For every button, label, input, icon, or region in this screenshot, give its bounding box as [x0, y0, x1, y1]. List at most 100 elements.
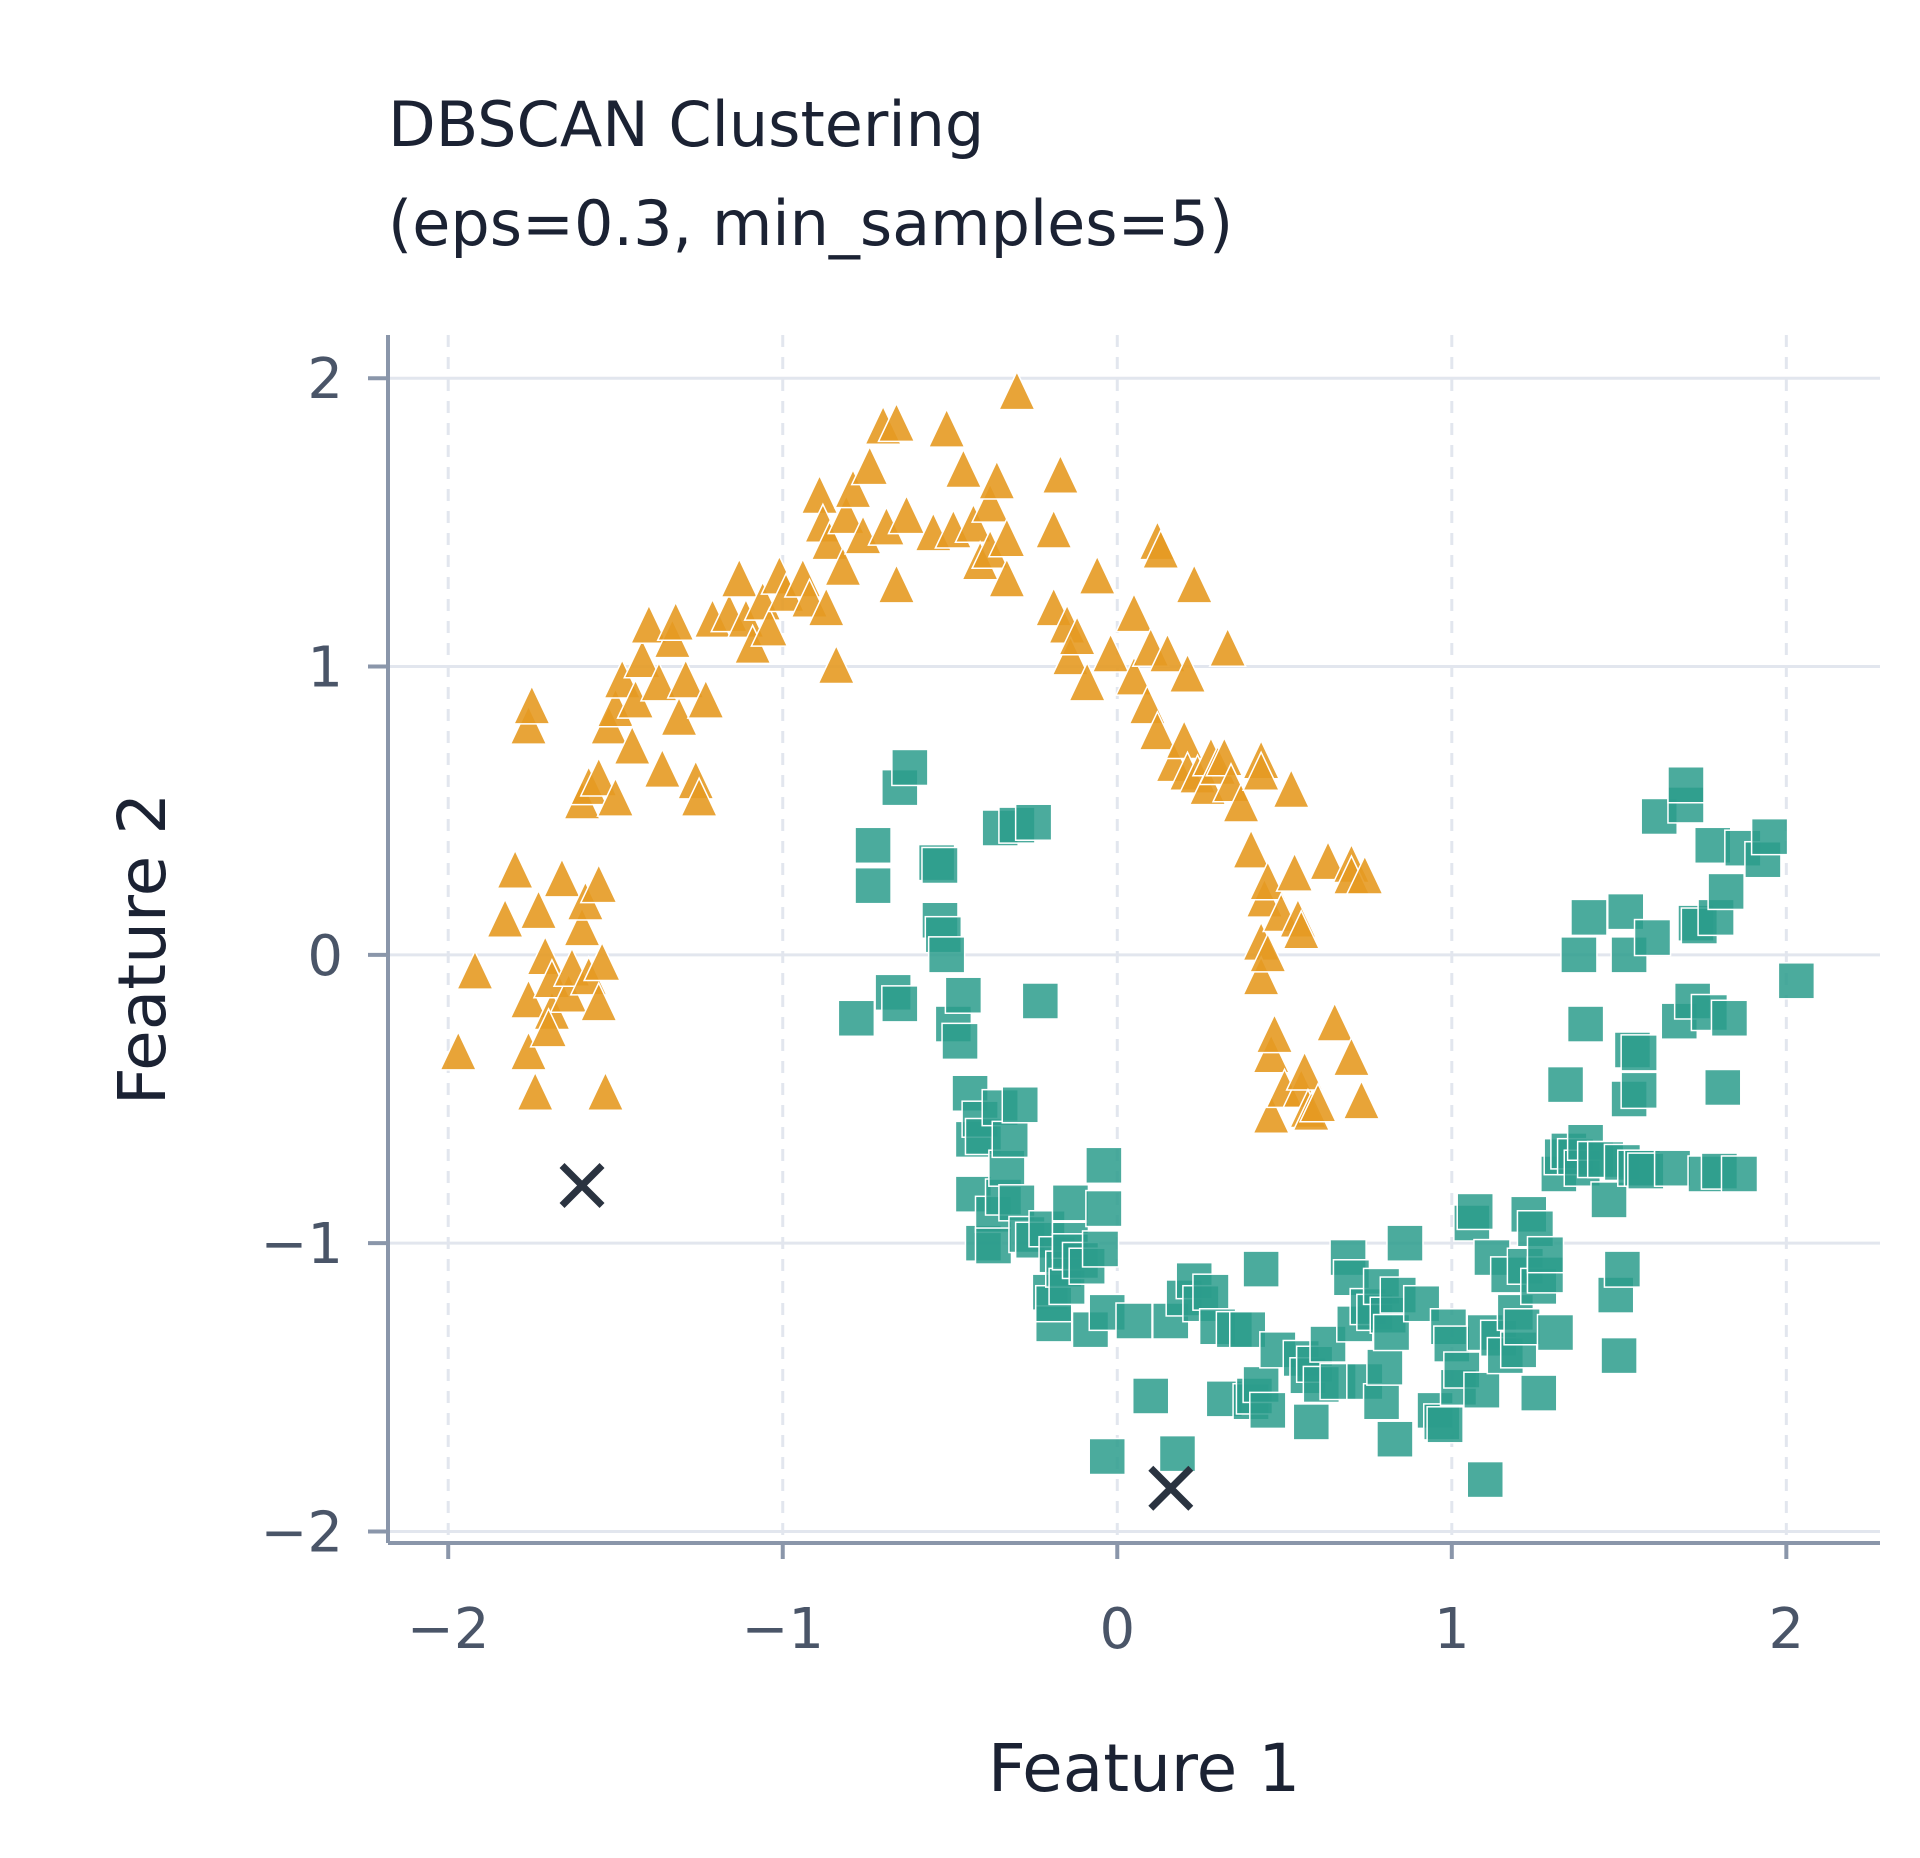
square-point-1 — [854, 866, 892, 905]
triangle-point-71 — [927, 407, 966, 448]
square-point-136 — [1603, 1250, 1642, 1288]
triangle-point-4 — [509, 978, 548, 1019]
square-point-142 — [1620, 1071, 1658, 1110]
square-point-67 — [1242, 1250, 1280, 1288]
triangle-point-38 — [656, 600, 695, 642]
x-axis-title: Feature 1 — [988, 1730, 1300, 1807]
square-point-101 — [1456, 1192, 1494, 1231]
triangle-point-3 — [495, 848, 535, 889]
triangle-point-116 — [1241, 955, 1281, 996]
triangle-point-108 — [1205, 736, 1244, 777]
triangle-point-1 — [455, 949, 495, 990]
x-tick-label-0: −2 — [407, 1597, 490, 1662]
square-point-86 — [1366, 1348, 1404, 1386]
triangle-point-55 — [800, 473, 839, 515]
triangle-point-74 — [954, 502, 993, 544]
square-point-89 — [1376, 1420, 1414, 1458]
triangle-point-89 — [1078, 554, 1117, 595]
square-point-166 — [1750, 817, 1789, 856]
y-tick-label-1: −1 — [260, 1212, 343, 1277]
square-point-146 — [1633, 918, 1672, 957]
triangle-point-98 — [1148, 632, 1187, 673]
square-point-14 — [944, 976, 983, 1014]
square-point-0 — [837, 999, 876, 1038]
triangle-point-25 — [596, 776, 635, 817]
x-tick-label-4: 2 — [1769, 1597, 1805, 1662]
triangle-point-46 — [720, 557, 759, 598]
triangle-point-64 — [850, 444, 889, 486]
square-point-53 — [1115, 1302, 1153, 1340]
triangle-point-135 — [1315, 1001, 1354, 1042]
triangle-point-6 — [516, 1070, 555, 1111]
triangle-point-68 — [877, 563, 916, 604]
triangle-point-67 — [877, 401, 916, 443]
data-points — [439, 369, 1816, 1511]
triangle-point-112 — [1208, 626, 1247, 668]
y-tick-label-2: 0 — [307, 924, 343, 989]
square-point-129 — [1570, 898, 1608, 937]
triangle-point-26 — [509, 704, 548, 745]
triangle-point-5 — [509, 1030, 548, 1071]
triangle-point-90 — [1091, 632, 1130, 673]
triangle-point-2 — [485, 897, 525, 939]
triangle-point-130 — [1285, 1050, 1324, 1091]
square-point-22 — [974, 1227, 1013, 1265]
square-point-160 — [1704, 1068, 1742, 1107]
square-point-49 — [1085, 1146, 1123, 1185]
triangle-point-92 — [1114, 655, 1154, 696]
y-tick-label-4: 2 — [307, 347, 343, 412]
triangle-point-134 — [1308, 839, 1348, 881]
square-point-2 — [854, 826, 892, 865]
square-point-13 — [941, 1022, 979, 1061]
y-axis-title: Feature 2 — [104, 793, 181, 1105]
square-point-127 — [1566, 1005, 1605, 1043]
square-point-104 — [1466, 1460, 1505, 1499]
triangle-point-139 — [1342, 1079, 1381, 1120]
square-point-42 — [1051, 1184, 1090, 1222]
square-point-134 — [1600, 1336, 1638, 1375]
square-point-27 — [991, 1120, 1029, 1159]
triangle-point-121 — [1251, 1093, 1291, 1135]
triangle-point-125 — [1272, 767, 1311, 809]
triangle-point-19 — [582, 940, 622, 982]
triangle-point-88 — [1067, 661, 1107, 702]
triangle-point-111 — [1231, 828, 1271, 869]
triangle-point-21 — [586, 1070, 625, 1111]
triangle-point-114 — [1241, 750, 1281, 791]
square-point-8 — [921, 846, 959, 885]
triangle-point-79 — [987, 516, 1027, 558]
triangle-point-122 — [1255, 1012, 1294, 1054]
triangle-point-126 — [1275, 851, 1314, 892]
triangle-point-133 — [1298, 1082, 1338, 1123]
square-point-73 — [1292, 1403, 1331, 1441]
x-tick-label-3: 1 — [1434, 1597, 1470, 1662]
noise-x-point-0 — [559, 1163, 605, 1208]
triangle-point-40 — [666, 658, 705, 699]
triangle-point-120 — [1251, 1033, 1291, 1074]
triangle-point-0 — [439, 1030, 478, 1071]
triangle-point-10 — [529, 1007, 568, 1048]
square-point-33 — [1014, 803, 1053, 841]
triangle-point-62 — [833, 467, 873, 509]
square-point-163 — [1720, 1155, 1759, 1193]
triangle-point-137 — [1332, 1035, 1371, 1077]
triangle-point-61 — [827, 493, 866, 535]
square-point-161 — [1707, 872, 1745, 911]
triangle-point-97 — [1141, 528, 1180, 569]
triangle-point-31 — [613, 724, 652, 766]
triangle-point-100 — [1164, 718, 1204, 760]
square-point-34 — [1021, 982, 1060, 1020]
square-point-50 — [1085, 1189, 1123, 1228]
square-point-102 — [1463, 1371, 1501, 1409]
square-point-141 — [1620, 1034, 1658, 1072]
square-point-11 — [927, 936, 966, 974]
chart-title-line-2: (eps=0.3, min_samples=5) — [388, 187, 1233, 260]
square-point-148 — [1653, 1149, 1692, 1187]
square-point-69 — [1249, 1391, 1287, 1430]
square-point-167 — [1777, 962, 1816, 1000]
x-tick-label-2: 0 — [1099, 1597, 1135, 1662]
triangle-point-57 — [807, 586, 846, 627]
triangle-point-24 — [579, 756, 618, 797]
square-point-30 — [1001, 1086, 1040, 1124]
square-point-54 — [1131, 1377, 1170, 1415]
